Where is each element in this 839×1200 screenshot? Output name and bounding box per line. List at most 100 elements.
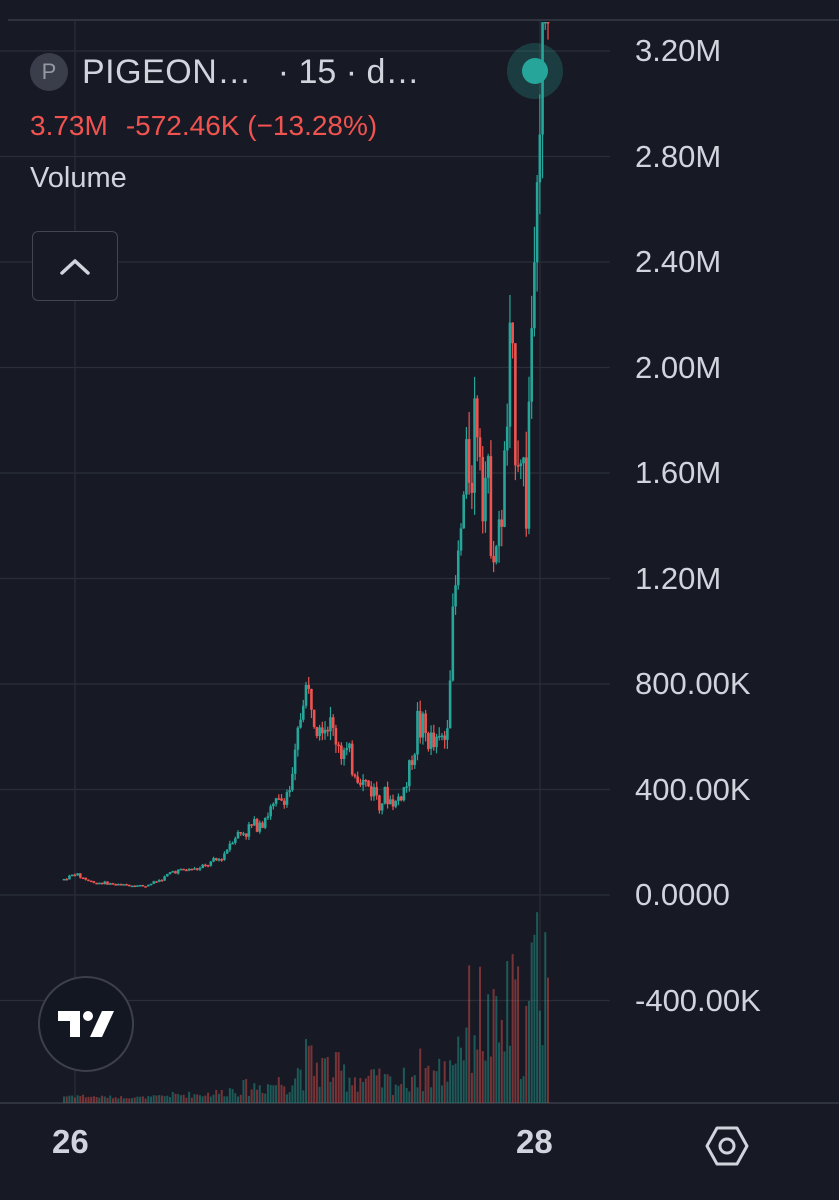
volume-bar: [519, 1079, 522, 1103]
volume-bar: [343, 1064, 346, 1103]
price-axis-label: 2.00M: [635, 349, 722, 385]
candle-body: [214, 858, 218, 861]
volume-bar: [481, 1051, 484, 1103]
volume-bar: [166, 1095, 169, 1103]
settings-icon[interactable]: [705, 1124, 749, 1168]
symbol-name[interactable]: PIGEON…: [82, 52, 252, 91]
volume-bar: [508, 1045, 511, 1103]
tradingview-logo-icon[interactable]: [38, 976, 134, 1072]
price-axis-label: 800.00K: [635, 666, 751, 701]
candle-body: [98, 882, 101, 885]
candle-body: [255, 818, 259, 832]
volume-bar: [185, 1097, 188, 1103]
collapse-legend-button[interactable]: [32, 231, 118, 301]
candle-body: [489, 456, 493, 556]
volume-bar: [419, 1048, 422, 1103]
volume-bar: [522, 1076, 525, 1103]
candle-body: [486, 456, 490, 478]
volume-bar: [500, 1020, 503, 1103]
volume-bar: [163, 1096, 166, 1103]
candle-body: [100, 882, 104, 885]
volume-bar: [397, 1085, 400, 1103]
candle-body: [481, 456, 485, 522]
volume-bar: [117, 1098, 120, 1103]
price-axis-label: 3.20M: [635, 33, 722, 68]
volume-bar: [139, 1096, 142, 1103]
volume-bar: [370, 1069, 373, 1103]
candle-body: [522, 457, 525, 464]
volume-bar: [454, 1063, 457, 1103]
volume-bar: [130, 1098, 133, 1103]
volume-bar: [416, 1087, 419, 1103]
candle-body: [212, 858, 215, 862]
price-axis-label: -400.00K: [635, 982, 761, 1018]
candle-body: [397, 796, 400, 801]
volume-bar: [443, 1061, 446, 1103]
candle-body: [108, 883, 112, 885]
candle-body: [446, 728, 449, 740]
candle-body: [106, 881, 109, 885]
volume-bar: [462, 1060, 465, 1103]
volume-bar: [498, 1042, 501, 1103]
candle-body: [117, 884, 120, 886]
volume-bar: [345, 1091, 348, 1103]
candle-body: [527, 401, 531, 529]
candle-body: [516, 465, 520, 467]
candle-body: [152, 881, 156, 884]
volume-bar: [239, 1094, 242, 1103]
candle-body: [187, 868, 191, 871]
candle-body: [312, 709, 316, 728]
volume-bar: [111, 1098, 114, 1103]
candle-body: [367, 780, 370, 787]
volume-bar: [547, 977, 549, 1103]
volume-bar: [329, 1081, 332, 1103]
volume-bar: [158, 1095, 161, 1103]
volume-bar: [383, 1073, 386, 1103]
candle-body: [427, 733, 430, 749]
volume-bar: [92, 1096, 95, 1103]
volume-bar: [266, 1084, 269, 1103]
candle-body: [70, 874, 74, 877]
candle-body: [261, 822, 264, 828]
candle-body: [111, 883, 115, 885]
price-axis-label: 400.00K: [635, 771, 751, 807]
candle-body: [538, 134, 542, 183]
candle-body: [345, 748, 349, 751]
candle-body: [380, 803, 384, 811]
volume-bar: [530, 942, 533, 1103]
volume-bar: [171, 1091, 174, 1103]
volume-bar: [179, 1095, 182, 1103]
volume-bar: [261, 1092, 264, 1103]
candle-body: [318, 727, 321, 737]
symbol-badge[interactable]: P: [30, 53, 68, 91]
volume-bar: [133, 1097, 136, 1103]
volume-bar: [73, 1097, 76, 1103]
candle-body: [443, 735, 446, 740]
interval-label[interactable]: · 15 · d…: [277, 52, 420, 91]
volume-bar: [405, 1087, 408, 1103]
candle-body: [231, 842, 234, 845]
volume-bar: [310, 1045, 313, 1103]
candle-body: [326, 729, 330, 732]
volume-bar: [318, 1086, 321, 1103]
volume-bar: [101, 1095, 104, 1103]
candle-body: [234, 838, 237, 843]
volume-bar: [215, 1089, 218, 1103]
volume-bar: [305, 1039, 307, 1103]
candle-body: [258, 822, 262, 832]
candle-body: [285, 792, 289, 805]
candle-body: [223, 853, 226, 860]
volume-bar: [196, 1094, 199, 1103]
candle-body: [402, 787, 406, 801]
candle-body: [511, 322, 514, 344]
candle-body: [437, 736, 441, 738]
candle-body: [492, 555, 495, 563]
candle-body: [130, 885, 134, 888]
volume-bar: [495, 996, 498, 1103]
volume-bar: [468, 965, 471, 1103]
candle-body: [459, 528, 463, 551]
candle-body: [236, 832, 240, 839]
volume-bar: [326, 1056, 329, 1103]
volume-indicator-label[interactable]: Volume: [30, 162, 127, 194]
